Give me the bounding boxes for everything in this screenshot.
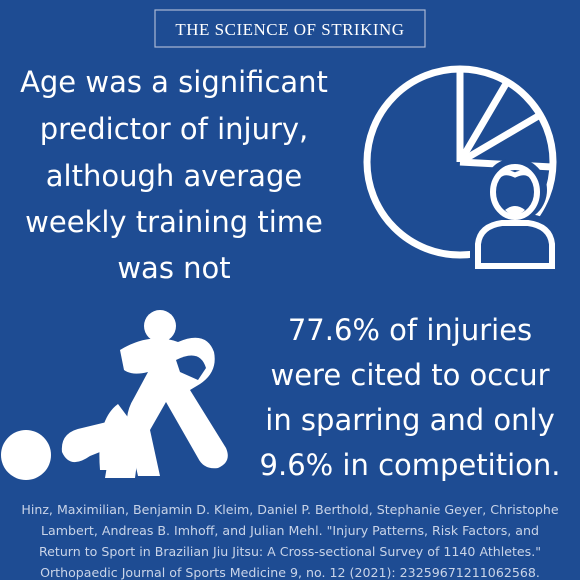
citation-line: Orthopaedic Journal of Sports Medicine 9… — [40, 565, 540, 580]
header-box — [154, 9, 426, 48]
header-title: THE SCIENCE OF STRIKING — [175, 20, 404, 39]
statement-line: Age was a significant — [20, 65, 328, 99]
statement-line: weekly training time — [25, 205, 323, 239]
grapplers-icon — [1, 310, 228, 480]
person-icon — [470, 158, 560, 275]
citation-line: Return to Sport in Brazilian Jiu Jitsu: … — [39, 544, 541, 559]
statement-line: predictor of injury, — [40, 112, 309, 146]
stat-line: in sparring and only — [265, 403, 554, 437]
stat-line: 9.6% in competition. — [260, 448, 561, 482]
stat-line: 77.6% of injuries — [288, 313, 532, 347]
statement-line: was not — [117, 251, 230, 285]
citation-line: Lambert, Andreas B. Imhoff, and Julian M… — [41, 523, 539, 538]
stat: 77.6% of injuries were cited to occur in… — [260, 313, 561, 482]
statement-line: although average — [46, 159, 302, 193]
citation: Hinz, Maximilian, Benjamin D. Kleim, Dan… — [21, 502, 558, 580]
stat-line: were cited to occur — [270, 358, 549, 392]
citation-line: Hinz, Maximilian, Benjamin D. Kleim, Dan… — [21, 502, 558, 517]
statement: Age was a significant predictor of injur… — [20, 65, 328, 285]
